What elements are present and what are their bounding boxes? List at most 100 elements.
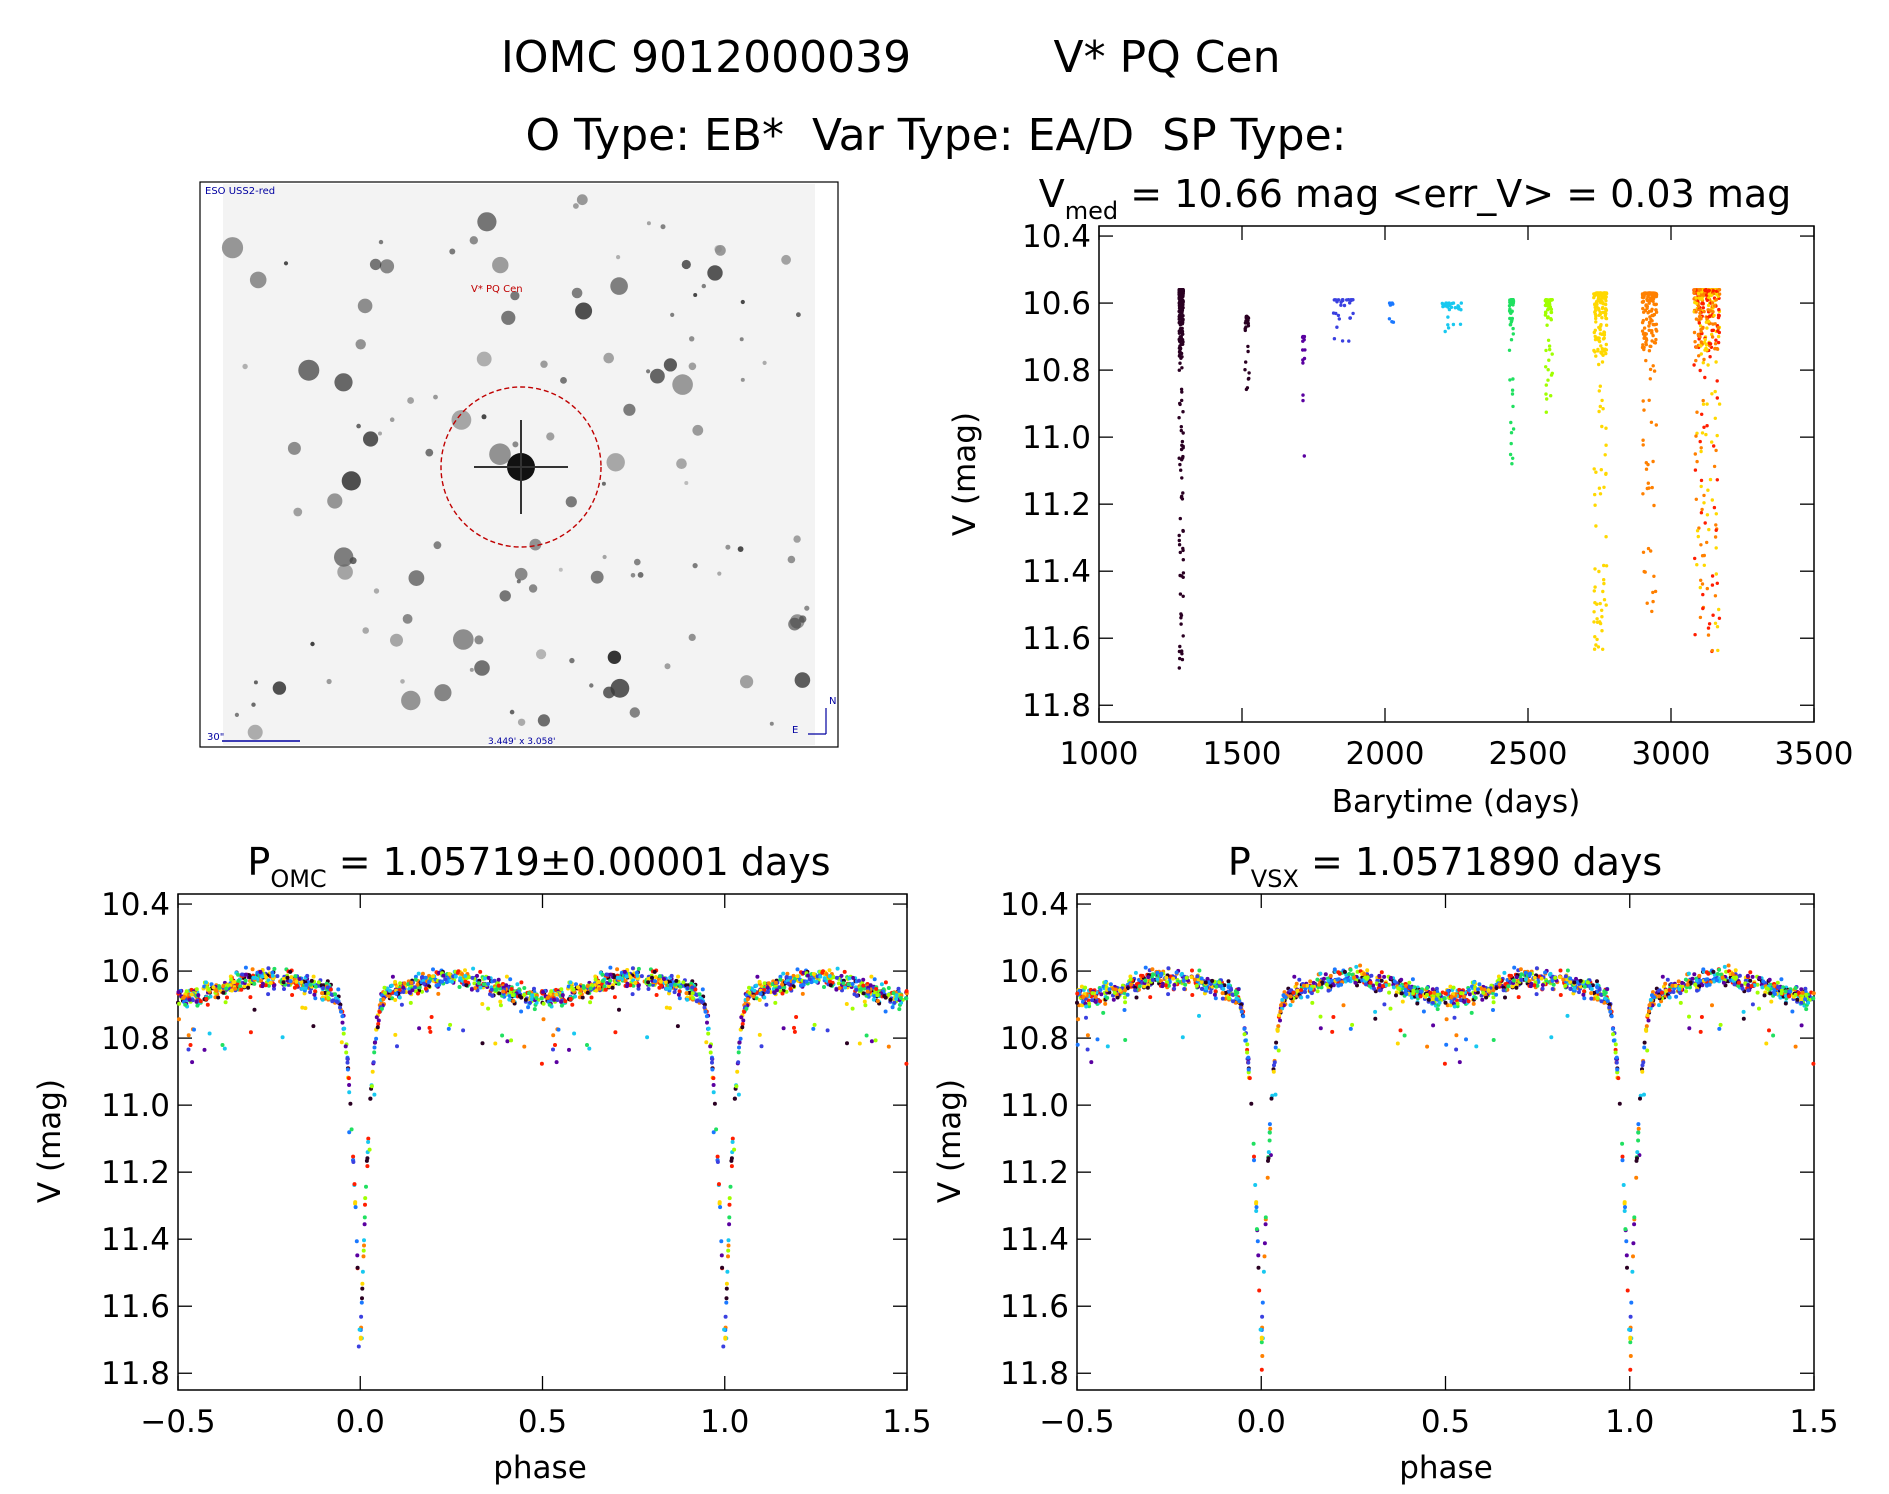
time-series-point — [1650, 292, 1654, 296]
phase-omc-axis-ticks: −0.5 0.0 0.5 1.0 1.510.410.610.811.011.211.4… — [101, 887, 932, 1440]
time-series-point — [1647, 349, 1652, 353]
phase-point — [1613, 1050, 1618, 1055]
phase-point — [373, 1040, 378, 1045]
phase-point — [1382, 974, 1387, 979]
phase-point — [436, 991, 441, 996]
phase-point — [843, 985, 847, 990]
time-series-point — [1332, 337, 1337, 341]
phase-point — [1243, 1038, 1248, 1043]
phase-point — [1616, 1076, 1621, 1081]
phase-point — [1311, 980, 1316, 985]
time-series-point — [1652, 574, 1656, 578]
time-series-point — [1451, 322, 1456, 327]
phase-point — [500, 1033, 505, 1038]
time-series-point — [1696, 304, 1701, 308]
phase-point — [192, 1027, 196, 1032]
phase-point — [1627, 1327, 1632, 1332]
time-series-point — [1701, 592, 1705, 597]
time-series-point — [1710, 583, 1715, 587]
time-series-point — [1698, 308, 1702, 312]
phase-point — [801, 982, 806, 987]
time-series-point — [1699, 449, 1703, 454]
phase-point — [868, 983, 873, 988]
phase-point — [427, 973, 431, 978]
phase-point — [1703, 977, 1708, 982]
phase-point — [1624, 1253, 1629, 1258]
phase-point — [1701, 967, 1706, 972]
phase-point — [1467, 992, 1472, 997]
phase-point — [1103, 1001, 1108, 1006]
time-series-point — [1715, 433, 1719, 438]
phase-point — [504, 983, 509, 988]
phase-point — [792, 1029, 797, 1034]
time-series-point — [1546, 316, 1550, 320]
phase-point — [460, 972, 464, 976]
phase-point — [360, 1286, 365, 1291]
finder-star — [569, 657, 575, 664]
phase-point — [1558, 975, 1562, 980]
phase-point — [1568, 980, 1573, 984]
phase-point — [723, 1336, 728, 1341]
phase-point — [1514, 985, 1519, 990]
finder-star — [408, 570, 425, 586]
phase-point — [554, 992, 559, 997]
time-series-point — [1600, 360, 1605, 364]
finder-star — [689, 336, 695, 342]
time-series-point — [1696, 534, 1701, 539]
phase-point — [243, 965, 248, 970]
finder-star — [355, 339, 366, 350]
time-series-point — [1641, 492, 1645, 496]
time-series-point — [1697, 321, 1702, 325]
time-series-point — [1714, 523, 1718, 527]
phase-point — [458, 976, 463, 981]
phase-point — [1125, 992, 1130, 997]
phase-point — [428, 1029, 433, 1034]
time-series-point — [1714, 289, 1719, 293]
phase-point — [1259, 1367, 1264, 1372]
phase-point — [1574, 976, 1578, 981]
time-series-point — [1716, 648, 1720, 653]
phase-point — [835, 966, 840, 971]
phase-point — [1477, 982, 1482, 987]
phase-point — [791, 973, 796, 978]
phase-point — [399, 1002, 404, 1007]
phase-point — [1256, 1265, 1261, 1270]
phase-point — [718, 1205, 723, 1210]
phase-point — [1353, 980, 1358, 985]
time-series-point — [1651, 296, 1656, 300]
finder-star — [499, 590, 511, 602]
time-series-point — [1705, 540, 1709, 545]
time-series-point — [1710, 498, 1715, 502]
phase-point — [1241, 1014, 1246, 1019]
phase-point — [1371, 983, 1376, 988]
phase-point — [1273, 1092, 1278, 1097]
phase-point — [685, 997, 690, 1002]
phase-point — [486, 982, 491, 986]
time-series-point — [1600, 615, 1604, 619]
time-series-point — [1600, 352, 1604, 356]
phase-point — [1764, 1041, 1769, 1046]
phase-point — [272, 986, 276, 991]
phase-point — [702, 1005, 707, 1010]
phase-point — [602, 984, 607, 989]
time-series-point — [1603, 453, 1607, 457]
phase-point — [1589, 996, 1594, 1001]
phase-point — [765, 985, 770, 990]
time-series-point — [1177, 533, 1181, 538]
phase-point — [541, 990, 545, 994]
time-series-point — [1178, 644, 1182, 649]
phase-point — [744, 1006, 749, 1011]
finder-star — [283, 261, 289, 266]
phase-point — [677, 996, 682, 1001]
phase-point — [343, 1044, 348, 1049]
phase-point — [374, 1015, 379, 1020]
phase-point — [726, 1243, 731, 1248]
phase-point — [300, 986, 305, 991]
phase-point — [672, 990, 677, 995]
phase-point — [1268, 1126, 1273, 1131]
x-tick-label: 3000 — [1632, 736, 1711, 772]
time-series-point — [1598, 310, 1603, 315]
time-series-point — [1301, 361, 1305, 365]
finder-star — [489, 443, 511, 466]
phase-point — [886, 1044, 891, 1049]
